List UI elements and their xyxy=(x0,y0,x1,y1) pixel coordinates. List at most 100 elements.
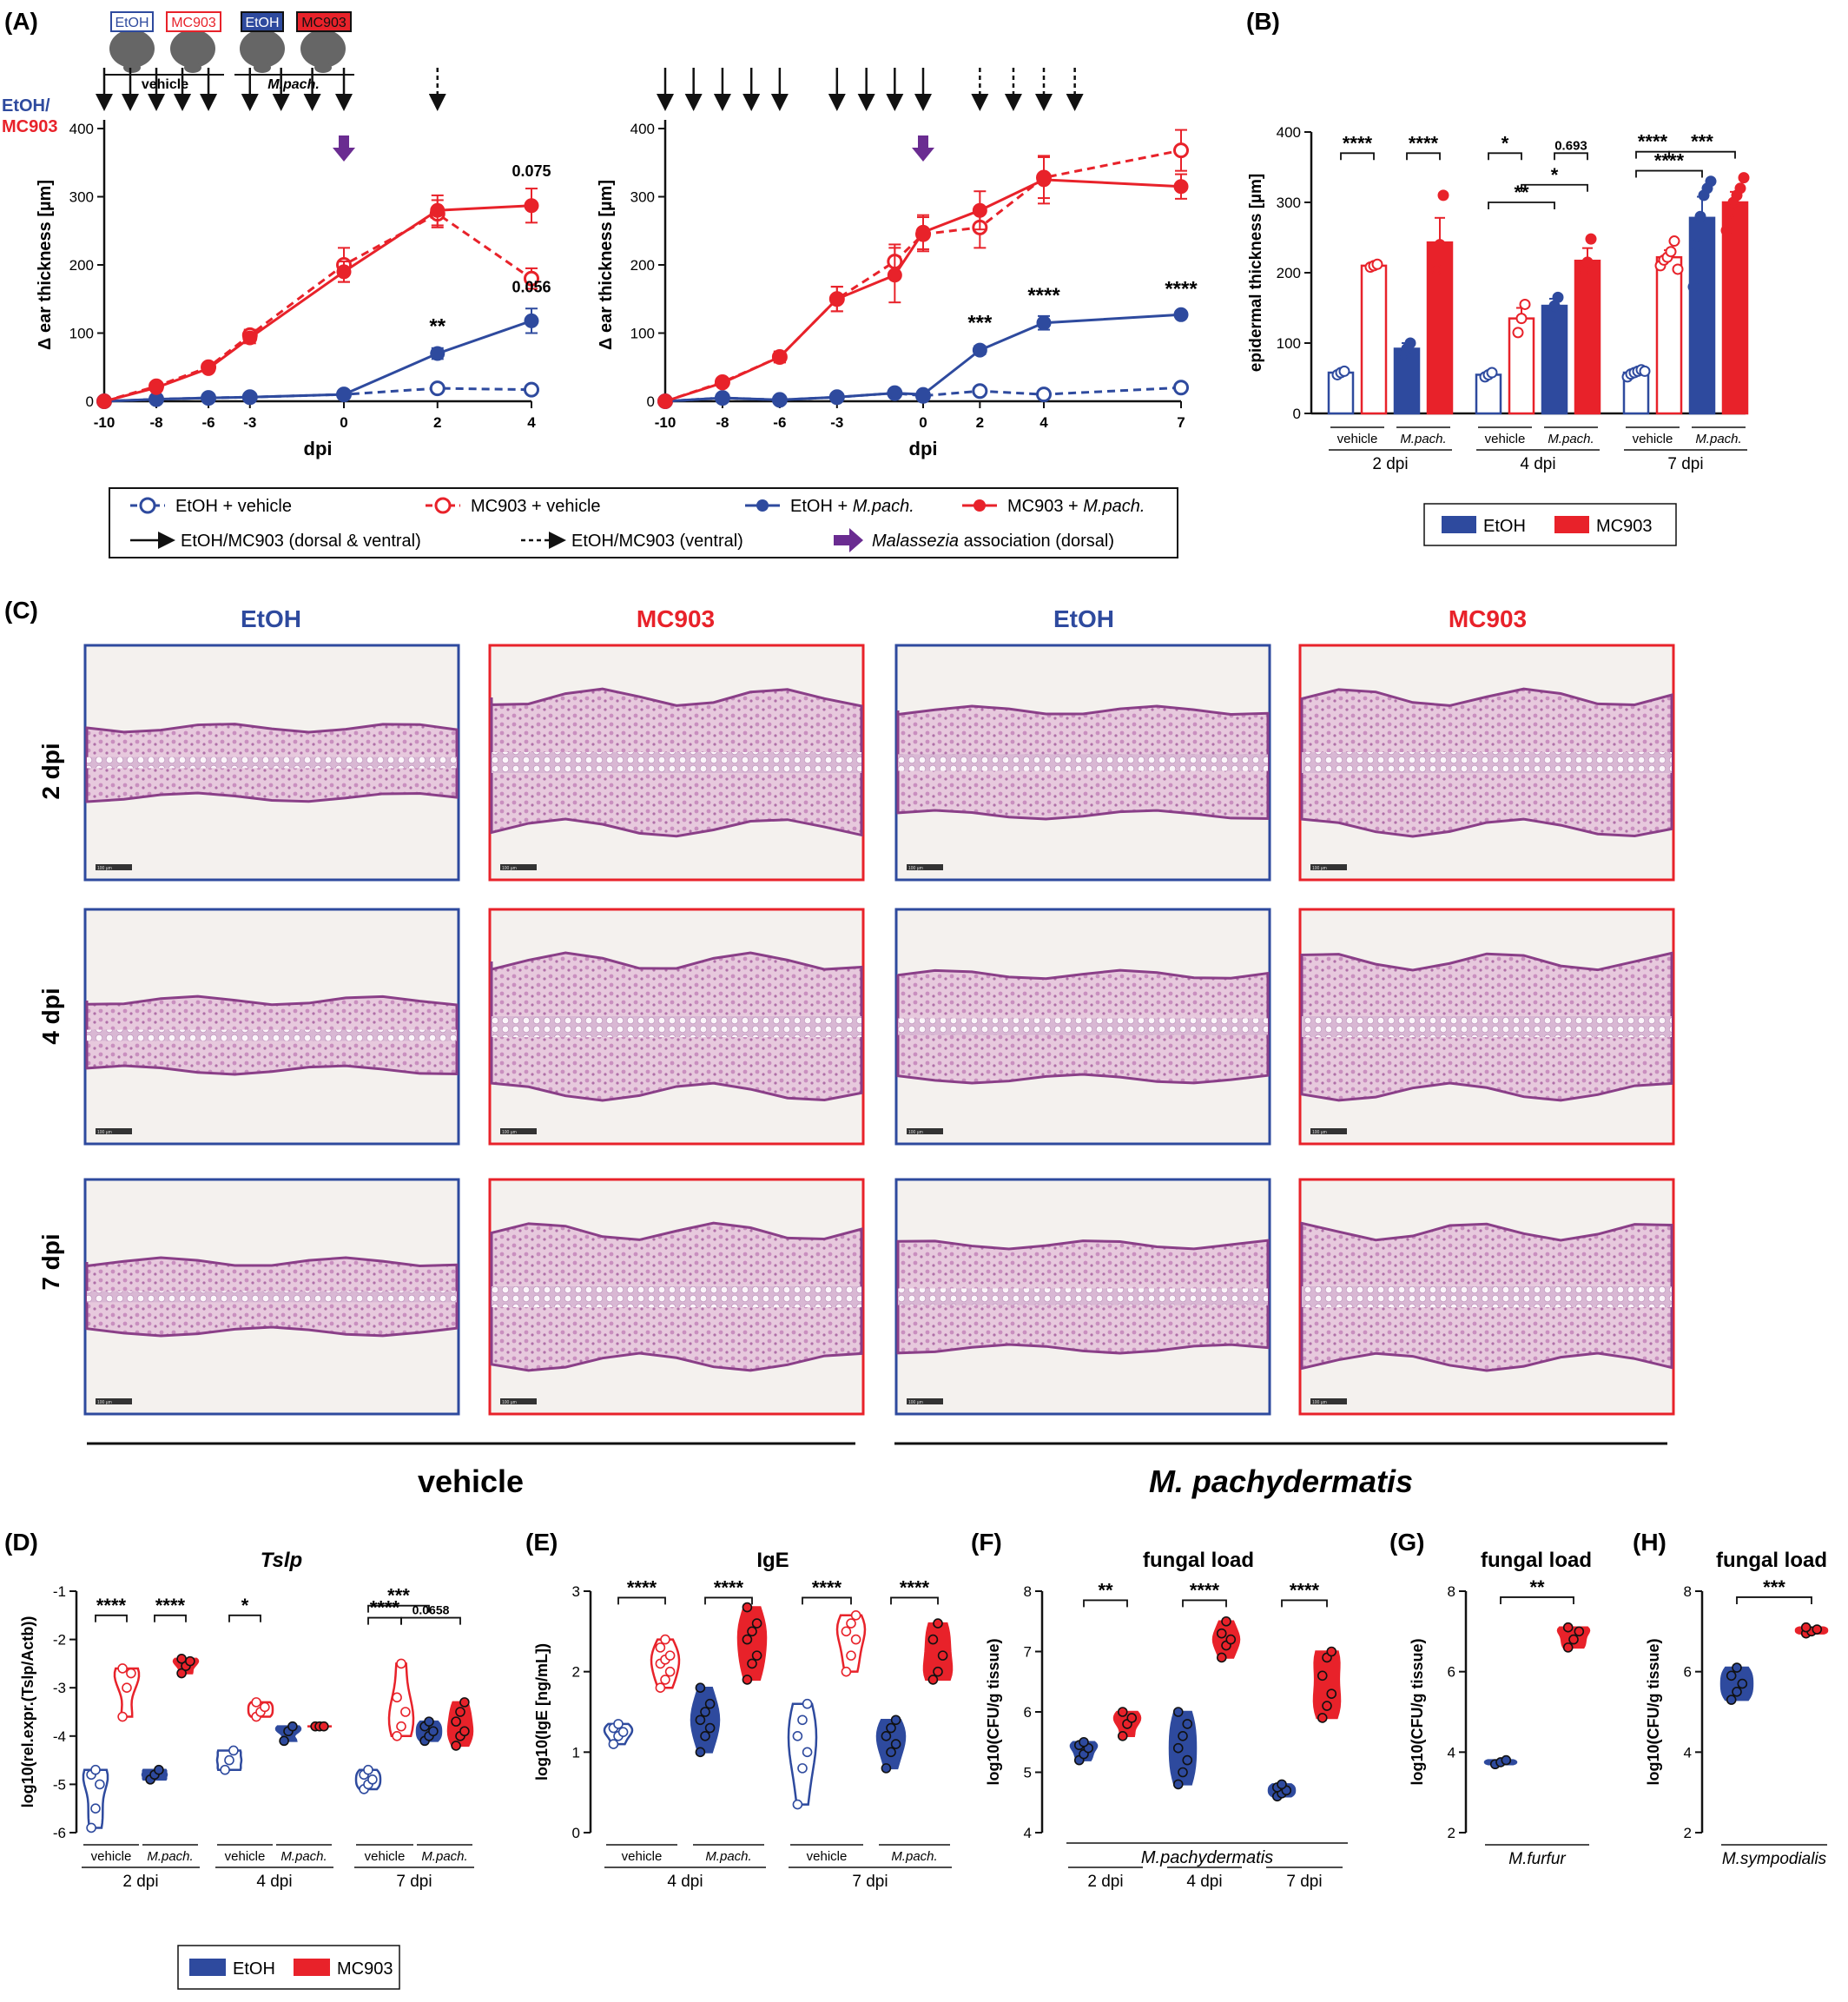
data-point xyxy=(797,1763,808,1774)
significance-label: * xyxy=(241,1595,249,1616)
group-label: M.furfur xyxy=(1508,1850,1566,1868)
data-point xyxy=(392,1731,402,1741)
subgroup-label-vehicle: vehicle xyxy=(1337,432,1378,446)
subgroup-label-mpach: M.pach. xyxy=(280,1849,327,1864)
legend-swatch-mc903 xyxy=(1554,516,1589,533)
panel-c-col-header-1: EtOH xyxy=(241,605,301,632)
scale-bar-label: 100 µm xyxy=(908,866,923,871)
y-tick-label: 6 xyxy=(1448,1664,1455,1681)
data-point xyxy=(1726,1695,1737,1705)
data-point xyxy=(228,1745,239,1756)
legend-mc903-vehicle: MC903 + vehicle xyxy=(471,497,601,516)
data-point xyxy=(336,387,352,402)
data-point xyxy=(148,380,164,395)
histology-image-r2-c1: 100 µm xyxy=(83,908,460,1146)
data-point xyxy=(1501,1754,1512,1766)
data-point xyxy=(1317,1713,1328,1723)
data-point xyxy=(747,1658,757,1669)
data-point xyxy=(1172,1742,1184,1754)
bar xyxy=(1688,216,1716,415)
data-point xyxy=(1720,224,1732,236)
data-point xyxy=(1737,1678,1748,1689)
significance-label: *** xyxy=(1763,1576,1785,1598)
data-point xyxy=(792,1799,803,1810)
data-point xyxy=(319,1721,329,1732)
panel-letter-g: (G) xyxy=(1389,1529,1424,1556)
data-point xyxy=(242,330,258,346)
x-tick-label: 7 xyxy=(1177,414,1185,431)
chart-title: Tslp xyxy=(261,1549,302,1572)
violin-body xyxy=(1312,1650,1342,1720)
significance-bracket xyxy=(802,1596,852,1605)
data-point xyxy=(524,198,539,214)
significance-label: **** xyxy=(1409,132,1439,154)
x-tick-label: -6 xyxy=(201,414,214,431)
bar-chart-B: 0 100 200 300 400 epidermal thickness [µm] veh… xyxy=(1247,124,1750,546)
data-point xyxy=(1574,1626,1585,1637)
data-point xyxy=(887,268,902,283)
subgroup-label-vehicle: vehicle xyxy=(622,1849,663,1864)
chart-title: fungal load xyxy=(1481,1549,1592,1572)
data-point xyxy=(1126,1713,1138,1723)
significance-bracket xyxy=(400,1616,461,1625)
y-axis-label: log10(CFU/g tissue) xyxy=(1645,1638,1662,1785)
data-point xyxy=(1738,172,1750,184)
significance-label: ** xyxy=(1514,182,1529,203)
subgroup-label-mpach: M.pach. xyxy=(1548,432,1594,446)
y-tick-label: 100 xyxy=(630,326,655,342)
y-tick-label: 2 xyxy=(1684,1825,1692,1841)
group-label: 4 dpi xyxy=(256,1873,292,1891)
data-point xyxy=(617,1727,629,1737)
significance-bracket xyxy=(1554,152,1588,161)
histology-image-r2-c3: 100 µm xyxy=(894,908,1271,1146)
violin-chart-F: 4 5 6 7 8 fungal load log10(CFU/g tissue) 2 dpi… xyxy=(985,1549,1348,1891)
data-point xyxy=(117,1711,128,1722)
data-point xyxy=(126,1668,136,1679)
data-point xyxy=(1724,207,1736,219)
y-tick-label: 2 xyxy=(572,1664,580,1681)
x-tick-label: -6 xyxy=(773,414,786,431)
mouse-group-vehicle: vehicle xyxy=(142,77,188,92)
significance-bracket xyxy=(367,1616,402,1625)
chart-title: fungal load xyxy=(1716,1549,1827,1572)
data-point xyxy=(751,1650,762,1661)
x-tick-label: 4 xyxy=(1040,414,1048,431)
data-point xyxy=(1277,1779,1287,1790)
data-point xyxy=(1079,1736,1089,1748)
legend-solid-arrow: EtOH/MC903 (dorsal & ventral) xyxy=(181,532,421,551)
x-tick-label: -10 xyxy=(655,414,676,431)
y-tick-label: 8 xyxy=(1448,1583,1455,1600)
significance-bracket xyxy=(704,1596,753,1605)
subgroup-label-vehicle: vehicle xyxy=(1633,432,1673,446)
y-tick-label: 400 xyxy=(69,121,94,137)
series-line xyxy=(103,212,532,403)
panel-c-row-label-3: 7 dpi xyxy=(37,1233,64,1290)
data-point xyxy=(396,1658,406,1669)
data-point xyxy=(185,1655,195,1667)
data-point xyxy=(451,1741,461,1751)
data-point xyxy=(927,1634,939,1645)
y-tick-label: 300 xyxy=(69,189,94,206)
data-point xyxy=(1512,327,1524,339)
legend-swatch-etoh xyxy=(189,1959,226,1976)
y-tick-label: 3 xyxy=(572,1583,580,1600)
subgroup-label-mpach: M.pach. xyxy=(421,1849,467,1864)
scale-bar-label: 100 µm xyxy=(502,1400,517,1405)
scale-bar xyxy=(907,1398,943,1404)
scale-bar xyxy=(907,864,943,870)
data-point xyxy=(251,1697,261,1708)
histology-image-r1-c2: 100 µm xyxy=(488,644,865,882)
histology-image-r3-c1: 100 µm xyxy=(83,1178,460,1416)
subgroup-label-mpach: M.pach. xyxy=(705,1849,751,1864)
y-tick-label: -3 xyxy=(53,1680,66,1696)
side-label-etoh: EtOH/ xyxy=(2,96,50,116)
y-tick-label: 2 xyxy=(1448,1825,1455,1841)
data-point xyxy=(1639,365,1651,377)
y-tick-label: 8 xyxy=(1684,1583,1692,1600)
cartilage-layer xyxy=(492,752,861,773)
data-point xyxy=(1519,298,1531,310)
data-point xyxy=(881,1763,892,1774)
line-chart-A-right: 0 100 200 300 400 -10 -8 -6 -3 0 2 4 7 dpi Δ ear thick… xyxy=(597,68,1198,459)
data-point xyxy=(1172,1707,1184,1717)
data-point xyxy=(1225,1634,1237,1645)
